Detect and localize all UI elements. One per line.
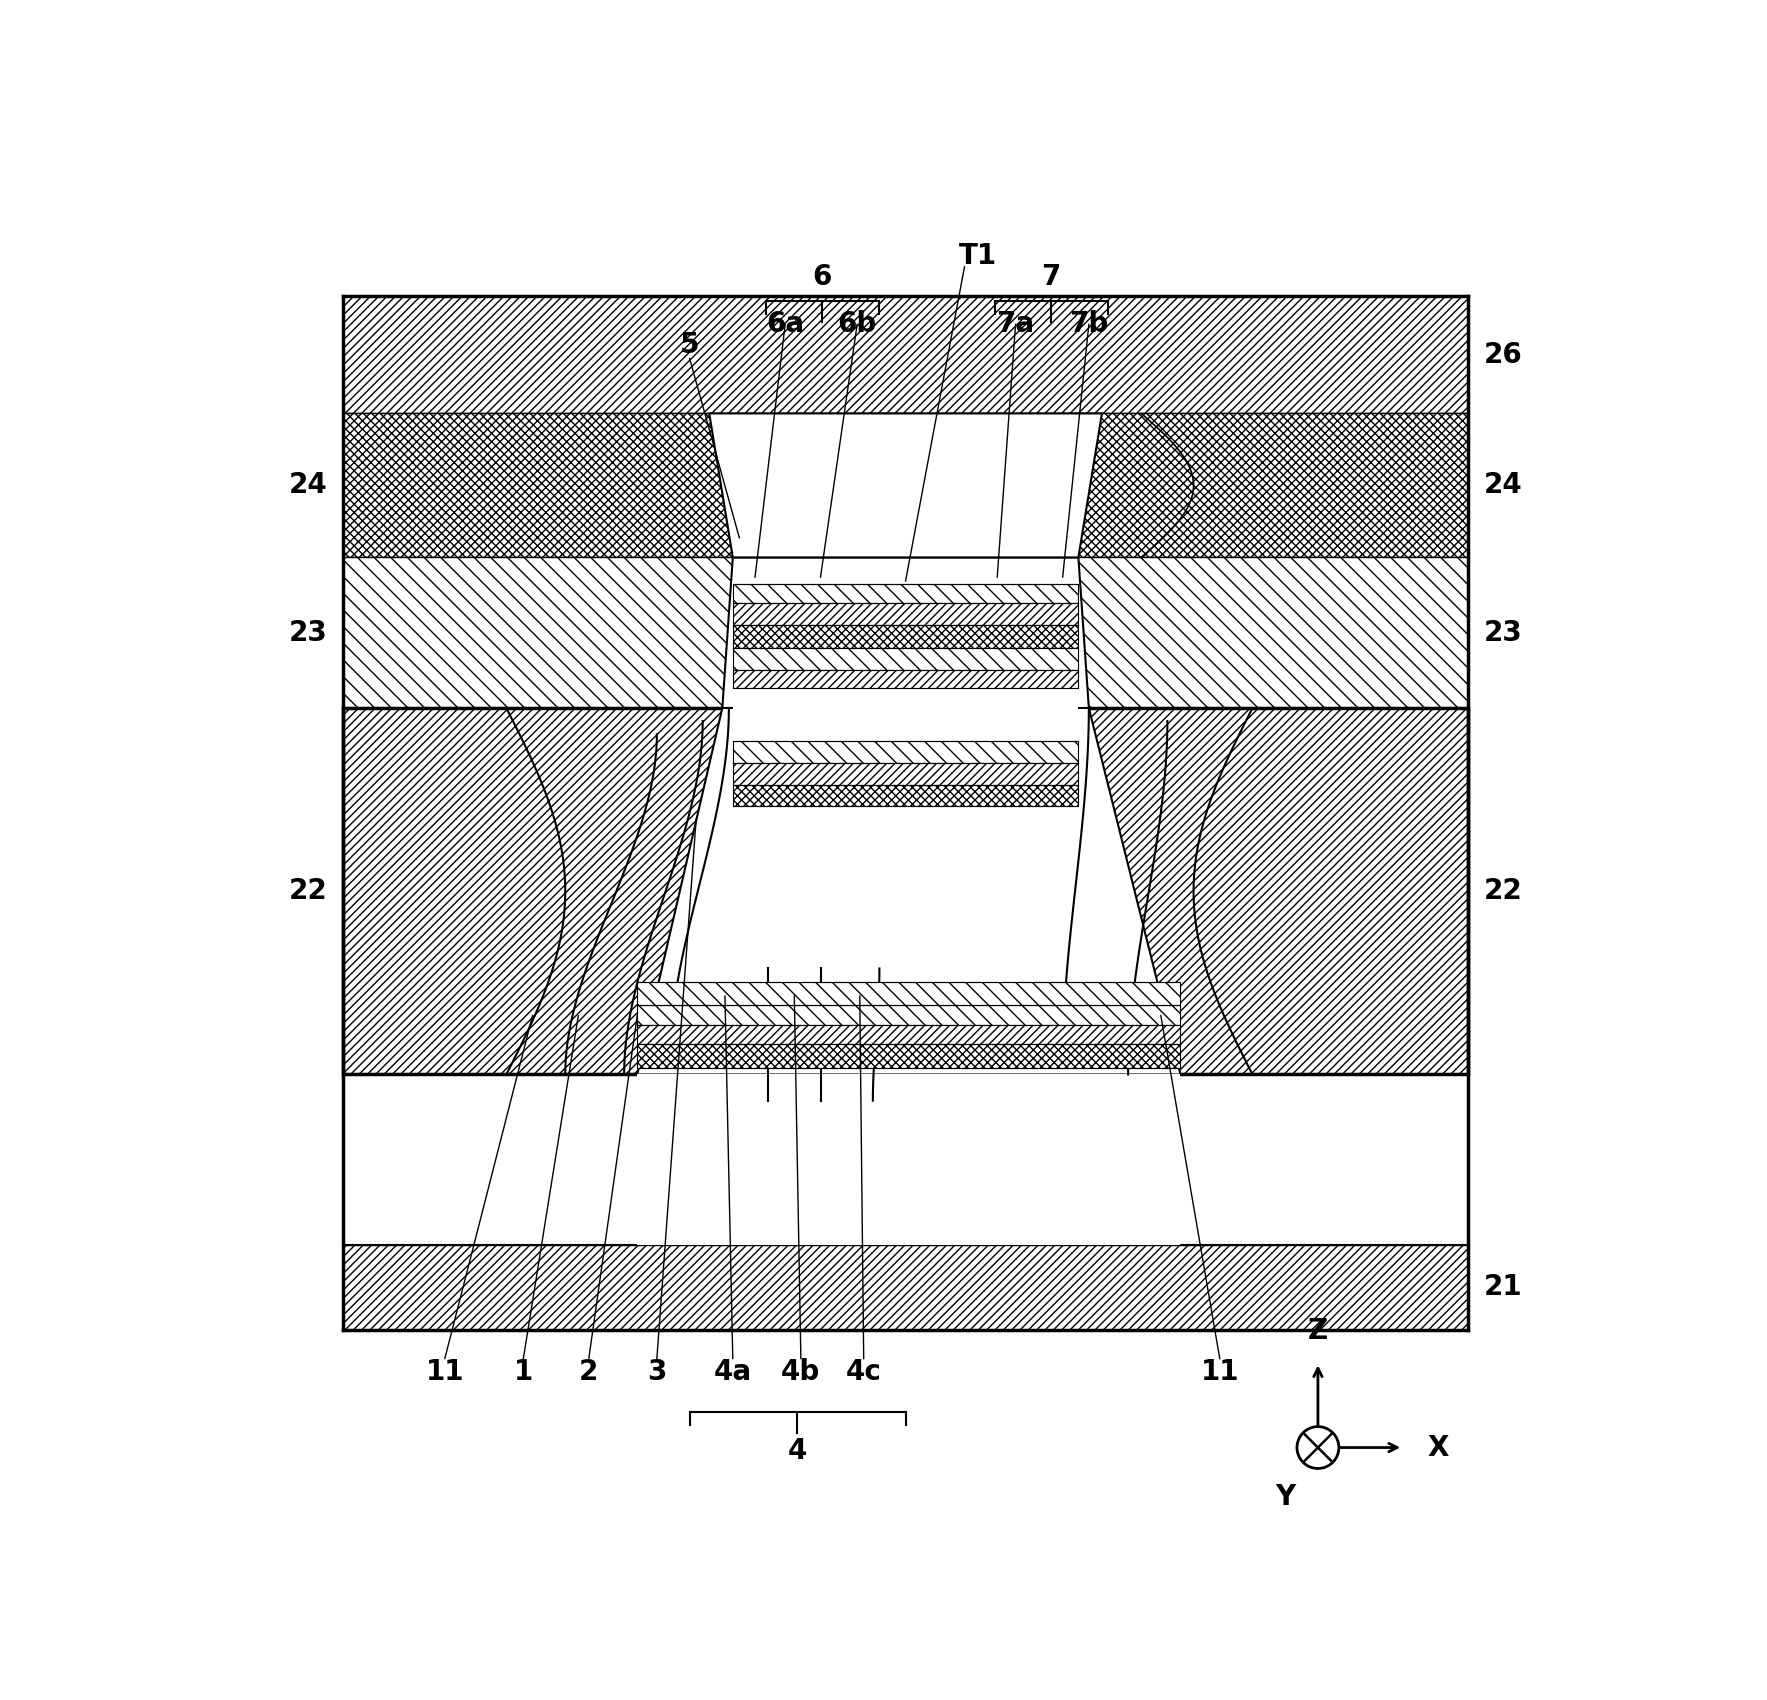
Text: Z: Z	[1308, 1318, 1329, 1345]
Text: 21: 21	[1484, 1273, 1523, 1300]
Bar	[638, 1025, 1180, 1044]
Bar	[733, 763, 1078, 785]
Text: 22: 22	[1484, 877, 1523, 904]
Text: 4a: 4a	[714, 1358, 753, 1386]
Bar	[343, 1244, 1468, 1329]
Text: Y: Y	[1276, 1484, 1295, 1511]
Bar	[733, 741, 1078, 763]
Bar	[343, 296, 1468, 413]
Text: 6a: 6a	[767, 311, 804, 338]
Text: 7a: 7a	[997, 311, 1035, 338]
Polygon shape	[709, 413, 1103, 558]
Text: 22: 22	[288, 877, 327, 904]
Text: X: X	[1428, 1433, 1449, 1462]
Bar	[343, 558, 1468, 707]
Text: T1: T1	[958, 243, 997, 270]
Text: 4b: 4b	[781, 1358, 820, 1386]
Text: 11: 11	[426, 1358, 465, 1386]
Text: 6: 6	[813, 264, 832, 291]
Text: 4: 4	[788, 1438, 806, 1465]
Bar	[638, 981, 1180, 1005]
Bar	[638, 1044, 1180, 1068]
Text: 3: 3	[647, 1358, 666, 1386]
Text: 26: 26	[1484, 340, 1523, 369]
Text: 7b: 7b	[1069, 311, 1108, 338]
Polygon shape	[638, 707, 1180, 1074]
Polygon shape	[723, 558, 1088, 707]
Text: 24: 24	[1484, 471, 1523, 500]
Bar	[343, 296, 1468, 1329]
Bar	[343, 1074, 1468, 1244]
Text: 1: 1	[514, 1358, 534, 1386]
Bar	[638, 1005, 1180, 1025]
Text: 11: 11	[1200, 1358, 1239, 1386]
Bar	[733, 785, 1078, 806]
Bar	[343, 707, 1468, 1074]
Bar	[733, 583, 1078, 604]
Text: 6b: 6b	[838, 311, 876, 338]
Bar	[733, 648, 1078, 670]
Bar	[733, 688, 1078, 741]
Bar	[733, 604, 1078, 626]
Text: 23: 23	[1484, 619, 1523, 646]
Text: 23: 23	[288, 619, 327, 646]
Text: 7: 7	[1041, 264, 1060, 291]
Bar	[343, 413, 1468, 558]
Circle shape	[1297, 1426, 1339, 1469]
Bar	[733, 626, 1078, 648]
Text: 24: 24	[288, 471, 327, 500]
Bar	[638, 1074, 1180, 1244]
Text: 5: 5	[680, 332, 700, 359]
Bar	[733, 670, 1078, 689]
Text: 2: 2	[580, 1358, 599, 1386]
Text: 4c: 4c	[846, 1358, 882, 1386]
